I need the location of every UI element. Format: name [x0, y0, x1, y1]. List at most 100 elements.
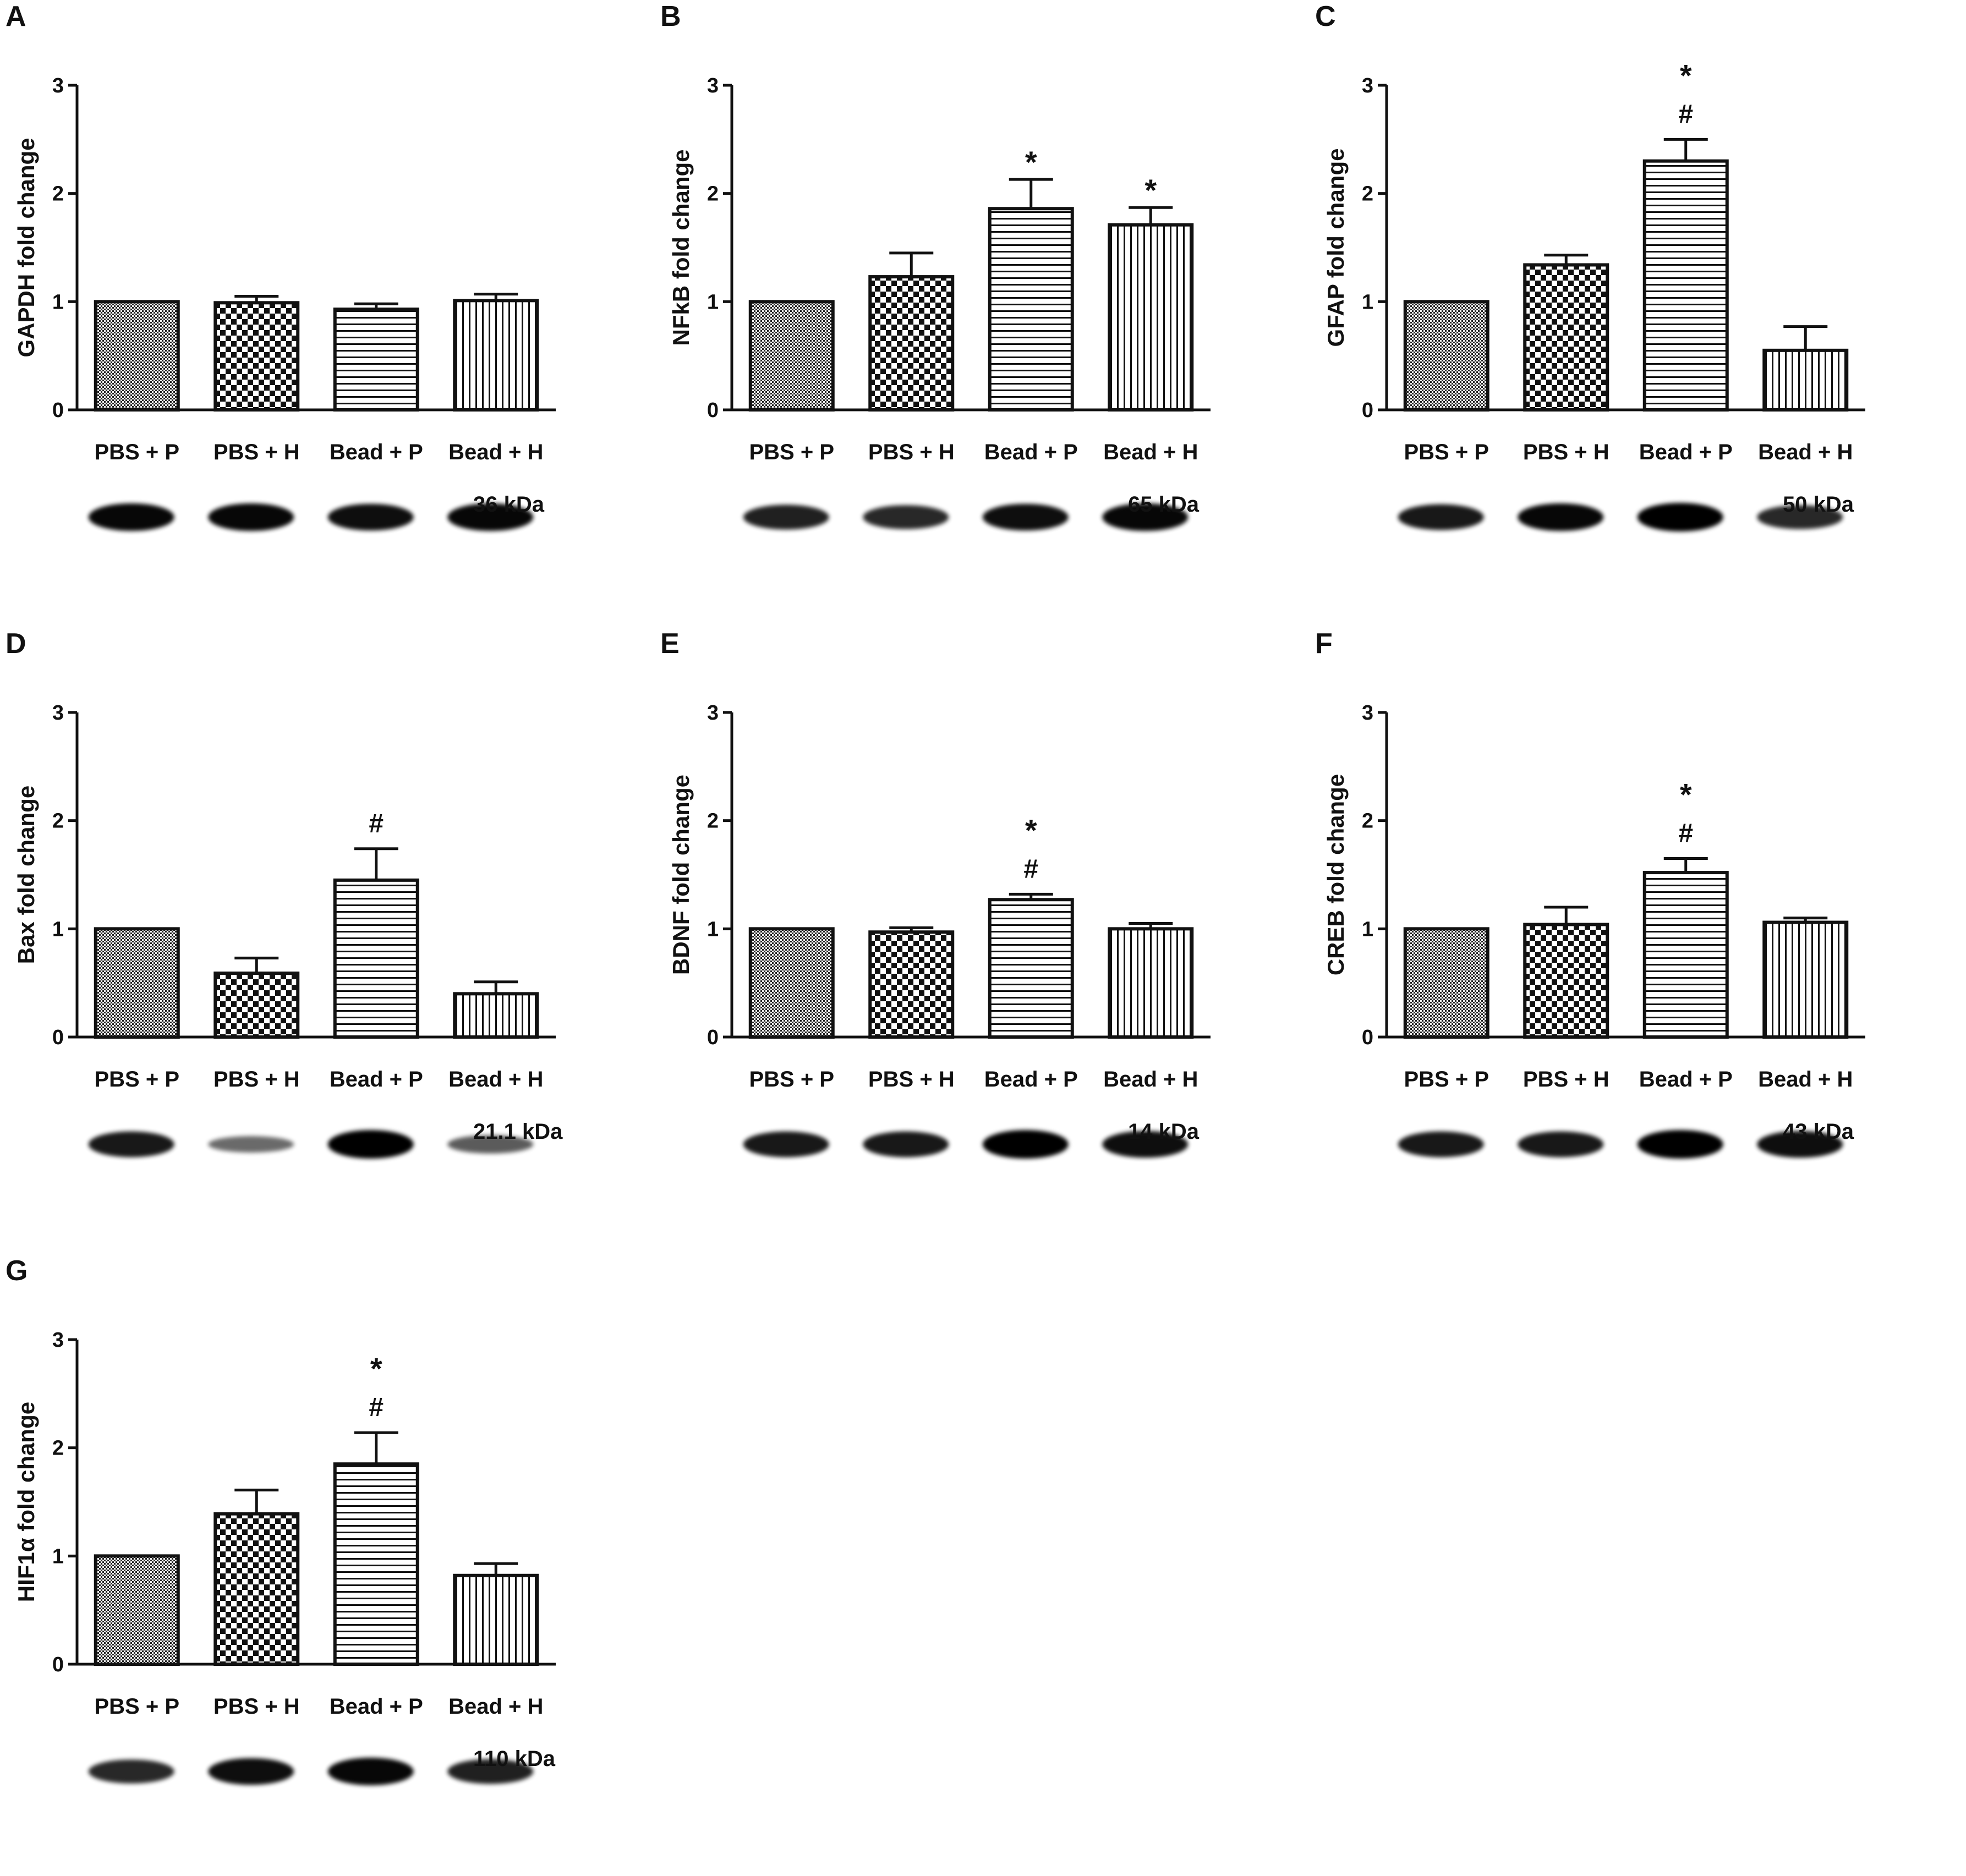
y-tick-label: 3	[52, 1329, 64, 1352]
x-tick-label: PBS + P	[94, 440, 179, 464]
y-tick-label: 1	[707, 290, 719, 314]
x-tick-label: PBS + H	[213, 440, 300, 464]
blot-band	[863, 1131, 949, 1158]
panel-letter: A	[6, 1, 26, 32]
bar	[748, 927, 835, 1039]
bar	[1403, 300, 1489, 412]
x-tick-label: Bead + H	[448, 440, 543, 464]
y-tick-label: 3	[52, 701, 64, 725]
western-blot-image	[88, 1757, 534, 1786]
y-tick-label: 3	[707, 701, 719, 725]
y-tick-label: 1	[52, 1545, 64, 1568]
x-tick-label: PBS + H	[213, 1694, 300, 1719]
blot-band	[1398, 1131, 1484, 1158]
blot-band	[743, 1131, 829, 1158]
x-tick-label: Bead + H	[1103, 1067, 1198, 1091]
bar-chart: GFAP fold change 0 1 2 3 PBS + P PBS + H Bead +…	[1323, 58, 1865, 464]
y-axis-label: NFkB fold change	[668, 149, 694, 345]
y-tick-label: 1	[707, 918, 719, 941]
molecular-weight-label: 65 kDa	[1128, 492, 1199, 517]
bar	[333, 1462, 419, 1666]
bar	[1523, 263, 1609, 412]
blot-band	[1518, 503, 1604, 531]
panel-c: C GFAP fold change 0 1 2 3 PBS + P PBS + H Bead …	[1310, 0, 1964, 622]
blot-band	[208, 503, 294, 531]
x-tick-label: PBS + H	[213, 1067, 300, 1091]
x-tick-label: Bead + P	[984, 1067, 1078, 1091]
panel-letter: D	[6, 628, 26, 660]
western-blot-image	[1398, 1130, 1843, 1159]
blot-band	[327, 503, 414, 531]
panel-letter: G	[6, 1255, 28, 1287]
bar	[868, 275, 955, 412]
x-tick-label: PBS + H	[868, 440, 955, 464]
bar-chart: BDNF fold change 0 1 2 3 PBS + P PBS + H Bead +…	[668, 701, 1211, 1091]
panel-letter: B	[660, 1, 681, 32]
western-blot-image	[1398, 503, 1843, 531]
x-tick-label: PBS + P	[1404, 1067, 1489, 1091]
bar	[453, 992, 539, 1039]
y-axis-label: GFAP fold change	[1323, 149, 1349, 347]
x-tick-label: PBS + P	[94, 1067, 179, 1091]
panel-b: B NFkB fold change 0 1 2 3 PBS + P PBS + H Bead …	[655, 0, 1310, 622]
bar	[1403, 927, 1489, 1039]
significance-hash: #	[369, 1393, 384, 1422]
blot-band	[1102, 503, 1189, 531]
panel-letter: F	[1315, 628, 1333, 660]
blot-band	[1757, 505, 1843, 529]
significance-hash: #	[1678, 819, 1693, 848]
bar	[94, 300, 180, 412]
y-tick-label: 0	[52, 1653, 64, 1676]
blot-band	[447, 1759, 534, 1784]
bar-chart: GAPDH fold change 0 1 2 3 PBS + P PBS + H Bead …	[13, 74, 556, 464]
y-axis-label: HIF1α fold change	[13, 1402, 39, 1602]
blot-band	[208, 1758, 294, 1785]
bar	[1108, 927, 1194, 1039]
y-tick-label: 0	[707, 399, 719, 422]
blot-band	[327, 1757, 414, 1786]
x-tick-label: Bead + H	[1758, 1067, 1853, 1091]
bar	[333, 878, 419, 1039]
y-tick-label: 3	[1362, 74, 1373, 97]
bar-chart: NFkB fold change 0 1 2 3 PBS + P PBS + H Bead +…	[668, 74, 1211, 464]
blot-band	[982, 503, 1069, 531]
y-axis-label: CREB fold change	[1323, 774, 1349, 975]
bar-chart: CREB fold change 0 1 2 3 PBS + P PBS + H Bead +…	[1323, 701, 1865, 1091]
bar	[453, 1573, 539, 1666]
blot-band	[88, 503, 174, 531]
molecular-weight-label: 43 kDa	[1783, 1120, 1854, 1144]
significance-asterisk: *	[1025, 813, 1037, 847]
y-tick-label: 0	[1362, 399, 1373, 422]
blot-band	[1398, 504, 1484, 530]
bar	[213, 1512, 300, 1666]
significance-hash: #	[1023, 854, 1038, 884]
panel-e: E BDNF fold change 0 1 2 3 PBS + P PBS + H Bead …	[655, 627, 1310, 1249]
bar	[988, 898, 1074, 1039]
y-axis-label: GAPDH fold change	[13, 138, 39, 357]
y-tick-label: 3	[707, 74, 719, 97]
y-tick-label: 3	[1362, 701, 1373, 725]
y-tick-label: 2	[52, 810, 64, 833]
x-tick-label: Bead + H	[448, 1067, 543, 1091]
bar	[1642, 871, 1729, 1039]
significance-asterisk: *	[1680, 58, 1692, 92]
panel-d: D Bax fold change 0 1 2 3 PBS + P PBS + H Bead +…	[0, 627, 655, 1249]
bar	[213, 971, 300, 1039]
x-tick-label: Bead + P	[1639, 1067, 1733, 1091]
x-tick-label: PBS + H	[1523, 440, 1609, 464]
western-blot-image	[743, 503, 1189, 531]
blot-band	[982, 1130, 1069, 1159]
y-tick-label: 2	[1362, 810, 1373, 833]
y-tick-label: 3	[52, 74, 64, 97]
blot-band	[1637, 503, 1723, 531]
bar	[94, 927, 180, 1039]
bar	[1523, 923, 1609, 1039]
y-tick-label: 0	[1362, 1026, 1373, 1049]
y-tick-label: 1	[52, 918, 64, 941]
x-tick-label: PBS + P	[749, 1067, 834, 1091]
significance-asterisk: *	[370, 1351, 382, 1386]
y-tick-label: 2	[52, 183, 64, 206]
molecular-weight-label: 36 kDa	[473, 492, 544, 517]
panel-letter: C	[1315, 1, 1336, 32]
x-tick-label: Bead + H	[1103, 440, 1198, 464]
